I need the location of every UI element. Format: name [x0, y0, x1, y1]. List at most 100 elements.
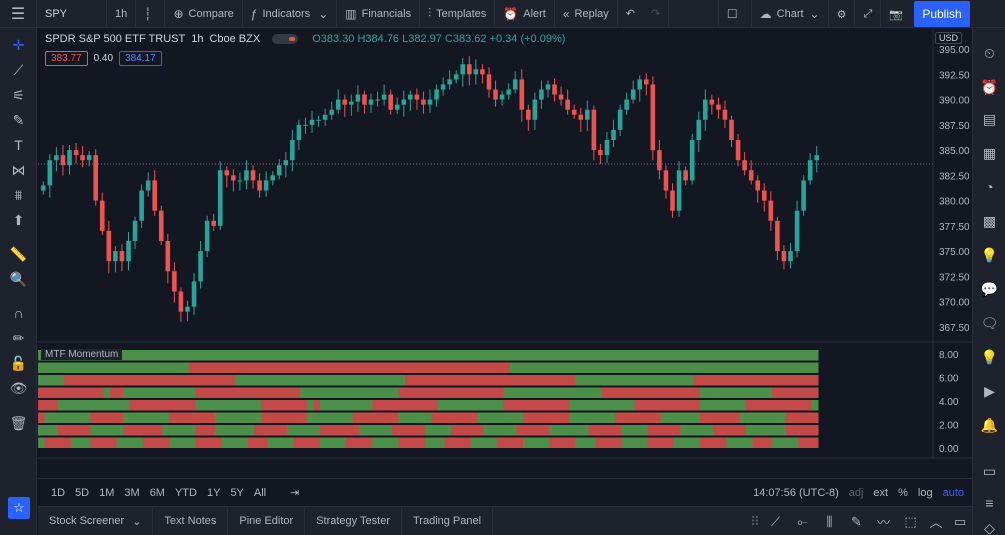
pattern-icon[interactable]: ⋈ [11, 161, 26, 178]
mtf-cell [627, 400, 635, 411]
mtf-cell [700, 387, 708, 398]
text-tool-icon[interactable]: T [14, 137, 23, 153]
mtf-cell [57, 362, 65, 373]
symbol-search-button[interactable]: SPY [37, 0, 107, 28]
sell-button[interactable]: 383.77 [45, 51, 88, 66]
layout-select-button[interactable]: ☐ [717, 0, 752, 28]
zoom-icon[interactable]: 🔍 [9, 270, 28, 287]
currency-label[interactable]: USD [934, 32, 962, 44]
ext-toggle[interactable]: ext [873, 487, 889, 499]
chart-pie-icon[interactable]: ◔ [985, 179, 994, 195]
tf-1d[interactable]: 1D [51, 486, 66, 499]
replay-button[interactable]: « Replay [555, 0, 618, 28]
arrow-up-icon[interactable]: ⬆ [12, 211, 25, 228]
trend-line-icon[interactable]: ⟋ [770, 513, 781, 529]
lock-drawing-icon[interactable]: ✏ [12, 329, 25, 346]
eye-icon[interactable]: 👁 [9, 379, 28, 396]
alerts-icon[interactable]: ⏰ [980, 78, 999, 95]
tab-strategy-tester[interactable]: Strategy Tester [305, 506, 402, 535]
chart-type-button[interactable]: ┆ [136, 0, 166, 28]
tab-text-notes[interactable]: Text Notes [153, 506, 229, 535]
compare-button[interactable]: ⊕ Compare [165, 0, 243, 28]
tf-1m[interactable]: 1M [99, 486, 115, 499]
hotlists-icon[interactable]: 💡 [980, 348, 999, 365]
mtf-cell [293, 412, 301, 423]
candle-body [624, 99, 629, 110]
mtf-cell [529, 350, 537, 361]
maximize-panel-icon[interactable]: ▭ [953, 513, 967, 529]
order-panel-icon[interactable]: ▭ [982, 462, 997, 479]
mtf-cell [634, 425, 642, 436]
mtf-cell [601, 350, 609, 361]
interval-button[interactable]: 1h [107, 0, 137, 28]
tf-all[interactable]: All [253, 486, 267, 499]
publish-button[interactable]: Publish [914, 1, 970, 27]
log-toggle[interactable]: log [917, 487, 933, 499]
crosshair-icon[interactable]: ✛ [12, 36, 25, 53]
brush-icon[interactable]: 〰 [876, 515, 890, 530]
tf-ytd[interactable]: YTD [174, 486, 197, 499]
mtf-cell [732, 400, 740, 411]
tab-trading-panel[interactable]: Trading Panel [402, 506, 494, 535]
settings-button[interactable]: ⚙ [829, 0, 856, 28]
messages-icon[interactable]: 🗨 [980, 314, 999, 331]
mtf-cell [470, 375, 478, 386]
clock-label[interactable]: 14:07:56 (UTC-8) [753, 487, 839, 499]
fib-retracement-icon[interactable]: ⚟ [12, 86, 25, 103]
tf-5y[interactable]: 5Y [230, 486, 244, 499]
snapshot-button[interactable]: 📷 [881, 0, 911, 28]
percent-toggle[interactable]: % [898, 487, 908, 499]
tf-1y[interactable]: 1Y [206, 486, 221, 499]
lock-icon[interactable]: 🔓 [9, 354, 28, 371]
streams-icon[interactable]: ▶ [984, 382, 995, 399]
dom-icon[interactable]: ≡ [985, 495, 994, 511]
redo-button[interactable]: ↷ [643, 0, 670, 28]
chats-icon[interactable]: 💬 [980, 280, 999, 297]
notifications-bell-icon[interactable]: 🔔 [980, 416, 999, 433]
layout-name-button[interactable]: ☁ Chart ⌄ [752, 0, 829, 28]
trend-line-icon[interactable]: ⟋ [13, 61, 24, 78]
buy-button[interactable]: 384.17 [119, 51, 162, 66]
adj-toggle[interactable]: adj [848, 487, 864, 499]
indicators-button[interactable]: ƒ Indicators ⌄ [243, 0, 338, 28]
watchlist-icon[interactable]: ⏲ [984, 44, 995, 61]
magnet-icon[interactable]: ∩ [13, 305, 24, 321]
chart-area[interactable]: 395.00 392.50 390.00 387.50 385.00 382.50 380.… [38, 29, 972, 459]
diamond-icon[interactable]: ◇ [984, 519, 995, 535]
favorites-star-icon[interactable]: ☆ [8, 497, 30, 519]
main-menu-icon[interactable]: ☰ [0, 0, 37, 28]
mtf-cell [260, 350, 268, 361]
rectangle-icon[interactable]: ⬚ [904, 513, 917, 529]
mtf-indicator-label[interactable]: MTF Momentum [41, 349, 123, 360]
tab-stock-screener[interactable]: Stock Screener ⌄ [38, 506, 154, 535]
undo-button[interactable]: ↶ [618, 0, 643, 28]
alert-button[interactable]: ⏰ Alert [495, 0, 555, 28]
financials-button[interactable]: ▥ Financials [337, 0, 421, 28]
trash-icon[interactable]: 🗑 [9, 414, 28, 431]
brush-icon[interactable]: ✎ [12, 111, 25, 128]
horizontal-ray-icon[interactable]: ⟜ [797, 513, 808, 529]
pen-icon[interactable]: ✎ [851, 513, 862, 529]
ideas-bulb-icon[interactable]: 💡 [980, 246, 999, 263]
mtf-cell [791, 350, 799, 361]
goto-date-icon[interactable]: ⇥ [290, 487, 300, 499]
tf-5d[interactable]: 5D [75, 486, 90, 499]
legend-visibility-toggle[interactable] [272, 34, 299, 44]
chevron-up-icon[interactable]: ︿ [929, 515, 943, 530]
mtf-cell [686, 425, 694, 436]
auto-toggle[interactable]: auto [942, 487, 964, 499]
tab-pine-editor[interactable]: Pine Editor [228, 506, 306, 535]
drag-handle-icon[interactable]: ⠿ [750, 513, 760, 529]
vertical-line-icon[interactable]: ⫼ [826, 513, 833, 529]
data-window-icon[interactable]: ▤ [982, 110, 997, 127]
templates-button[interactable]: ⫶ Templates [420, 0, 496, 28]
fullscreen-button[interactable]: ⤢ [855, 0, 882, 28]
price-chart-svg[interactable]: 395.00 392.50 390.00 387.50 385.00 382.50 380.… [38, 29, 972, 459]
prediction-icon[interactable]: ⩩ [14, 186, 23, 203]
calendar-icon[interactable]: ▩ [982, 212, 997, 229]
tf-6m[interactable]: 6M [149, 486, 165, 499]
ruler-icon[interactable]: 📏 [9, 245, 28, 262]
news-icon[interactable]: ▦ [982, 144, 997, 161]
mtf-cell [673, 350, 681, 361]
tf-3m[interactable]: 3M [124, 486, 140, 499]
